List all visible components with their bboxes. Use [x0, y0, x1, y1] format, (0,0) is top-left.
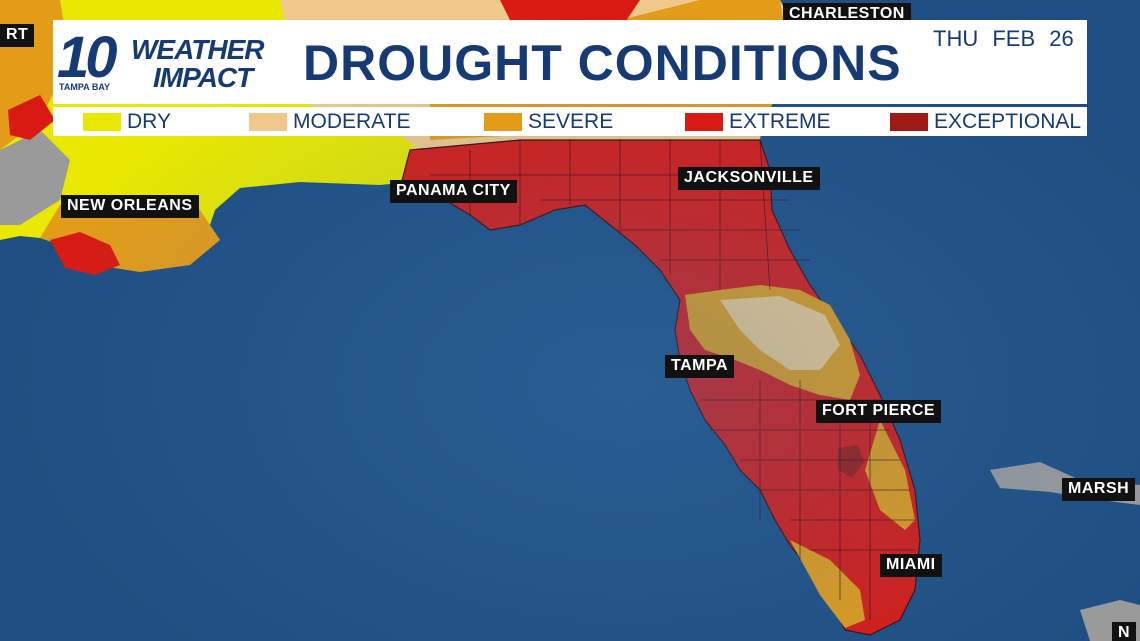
county-lines [430, 139, 915, 620]
florida-severe-east [865, 420, 915, 530]
station-logo: 10 WEATHER IMPACT TAMPA BAY [57, 25, 287, 96]
logo-line1: WEATHER [131, 34, 264, 65]
date-date: FEB 26 [992, 26, 1074, 51]
land-gray-west [0, 130, 70, 225]
date-stamp: THU FEB 26 [933, 26, 1074, 52]
city-label-fort-pierce: FORT PIERCE [816, 400, 942, 423]
land-extreme-west [8, 95, 55, 140]
city-label-new-orleans: NEW ORLEANS [61, 195, 199, 218]
land-extreme-louisiana [50, 232, 120, 275]
legend-swatch [484, 112, 522, 131]
city-label-marsh: MARSH [1062, 478, 1136, 501]
legend-label: EXCEPTIONAL [934, 109, 1082, 133]
city-label-panama-city: PANAMA CITY [390, 180, 517, 203]
legend-swatch [890, 112, 928, 131]
legend-label: MODERATE [293, 109, 411, 133]
legend-item-severe: SEVERE [484, 109, 614, 133]
city-label-tampa: TAMPA [665, 355, 735, 378]
legend-swatch [249, 112, 287, 131]
logo-line2: IMPACT [153, 62, 253, 93]
legend-label: DRY [127, 109, 171, 133]
logo-sub: TAMPA BAY [59, 82, 111, 92]
city-label-jacksonville: JACKSONVILLE [678, 167, 820, 190]
logo-number: 10 [57, 25, 117, 90]
florida-severe-south [790, 540, 865, 628]
legend-label: SEVERE [528, 109, 614, 133]
legend-item-dry: DRY [83, 109, 171, 133]
header-bar: 10 WEATHER IMPACT TAMPA BAY DROUGHT COND… [53, 20, 1087, 104]
florida-exceptional-okeechobee [838, 445, 864, 478]
city-label-miami: MIAMI [880, 554, 942, 577]
page-title: DROUGHT CONDITIONS [303, 35, 902, 91]
legend-item-exceptional: EXCEPTIONAL [890, 109, 1082, 133]
legend: DRY MODERATE SEVERE EXTREME EXCEPTIONAL [53, 107, 1087, 136]
legend-item-moderate: MODERATE [249, 109, 411, 133]
florida-moderate-central [720, 296, 840, 370]
legend-label: EXTREME [729, 109, 831, 133]
city-label-partial-south: N [1112, 622, 1137, 641]
date-day: THU [933, 26, 979, 51]
legend-item-extreme: EXTREME [685, 109, 831, 133]
city-label-partial-west: RT [0, 24, 35, 47]
legend-swatch [83, 112, 121, 131]
legend-swatch [685, 112, 723, 131]
